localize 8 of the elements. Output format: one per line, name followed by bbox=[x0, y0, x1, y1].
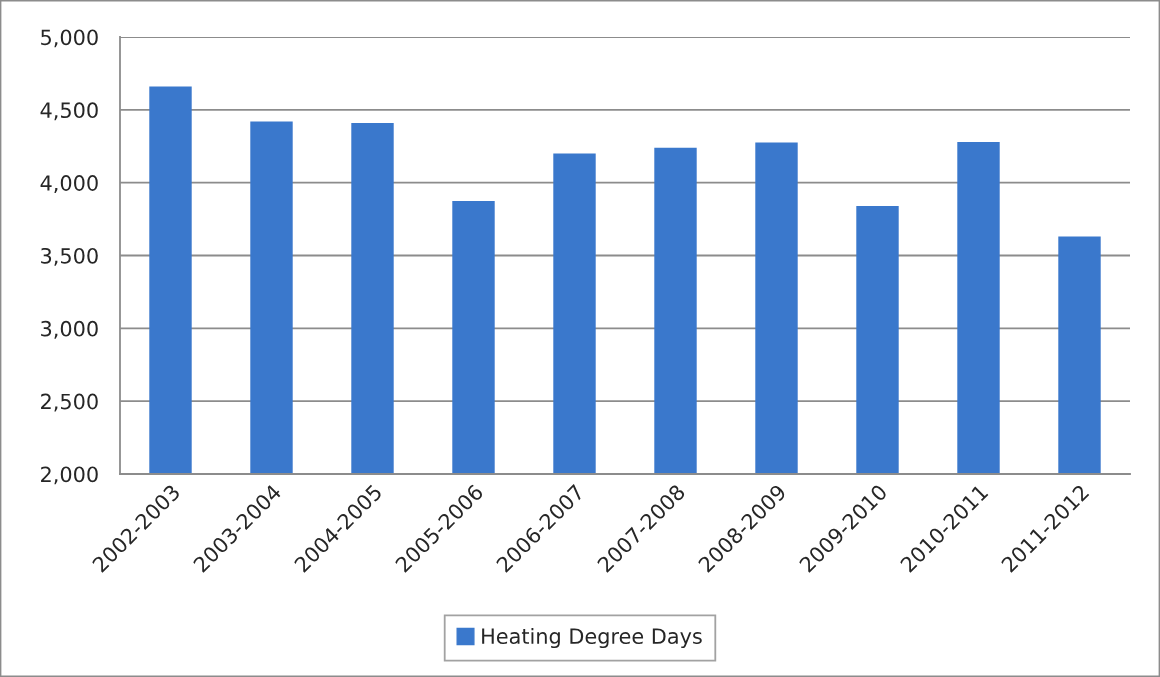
y-tick-label: 4,000 bbox=[40, 175, 98, 193]
y-tick-label: 3,500 bbox=[41, 247, 98, 266]
y-tick-label: 4,500 bbox=[40, 102, 98, 121]
y-tick-label: 2,500 bbox=[41, 393, 98, 412]
y-tick-label: 5,000 bbox=[41, 29, 98, 48]
y-tick-label: 2,000 bbox=[41, 466, 98, 485]
y-tick-label: 3,000 bbox=[41, 320, 98, 339]
legend-label: Heating Degree Days bbox=[482, 627, 702, 649]
